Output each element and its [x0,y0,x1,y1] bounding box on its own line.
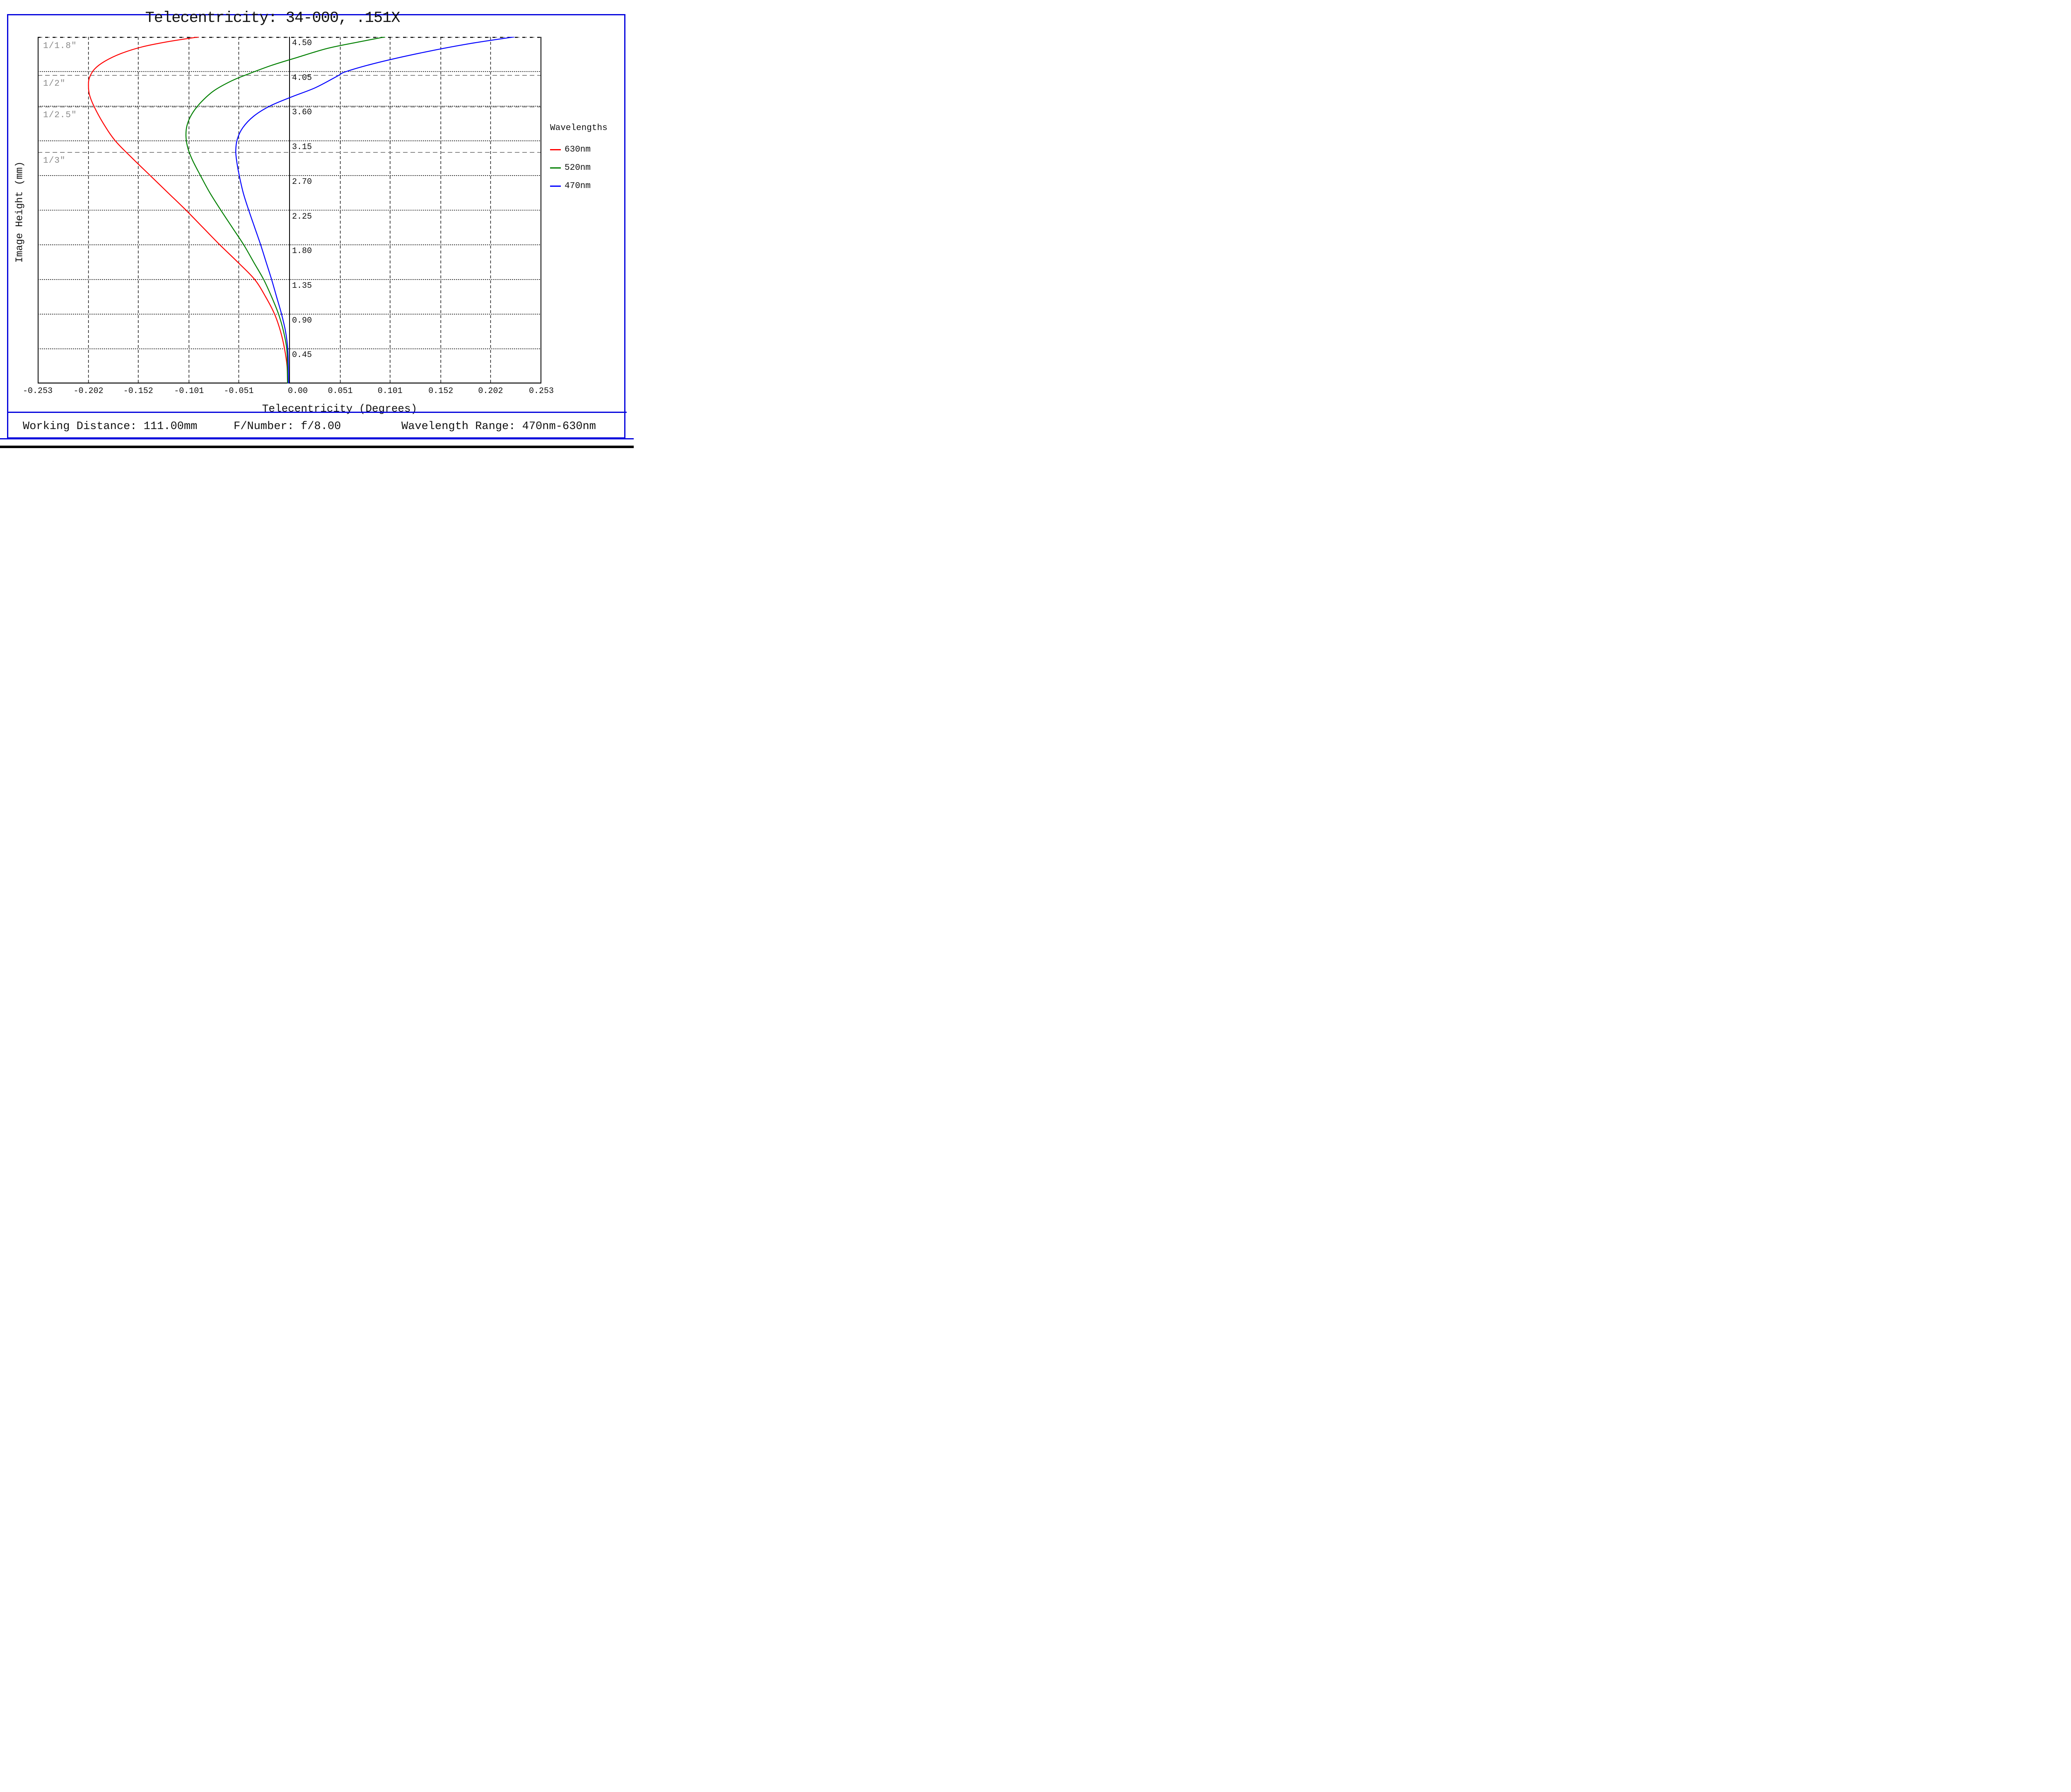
legend-entry-label: 630nm [565,145,591,154]
y-tick-label: 1.80 [292,246,312,256]
telecentricity-plot [38,37,541,383]
legend-entry-630nm: 630nm [550,140,608,159]
x-tick-label: 0.00 [287,386,308,396]
legend-entry-470nm: 470nm [550,177,608,195]
x-tick-label: 0.051 [328,386,353,396]
sensor-format-label: 1/1.8" [43,41,77,51]
footer-bar: Working Distance: 111.00mm F/Number: f/8… [0,420,634,436]
y-tick-label: 0.45 [292,350,312,360]
bottom-blue-line [0,438,634,439]
legend: Wavelengths 630nm 520nm 470nm [550,123,608,195]
sensor-format-label: 1/2.5" [43,111,77,121]
wavelength-range-text: Wavelength Range: 470nm-630nm [401,420,596,433]
x-tick-label: -0.253 [22,386,53,396]
legend-entry-520nm: 520nm [550,159,608,177]
bottom-black-bar [0,446,634,448]
x-tick-label: -0.101 [174,386,204,396]
legend-entry-label: 520nm [565,163,591,173]
y-tick-label: 4.05 [292,73,312,83]
y-tick-label: 4.50 [292,39,312,48]
x-tick-label: 0.152 [428,386,454,396]
y-tick-label: 0.90 [292,316,312,326]
x-tick-label: -0.202 [73,386,104,396]
footer-separator-line [7,412,627,413]
y-tick-label: 3.60 [292,108,312,118]
legend-title: Wavelengths [550,123,608,133]
x-tick-label: 0.101 [377,386,403,396]
plot-frame [7,14,625,439]
sensor-format-label: 1/3" [43,156,66,166]
plot-area: 4.50 4.05 3.60 3.15 2.70 2.25 1.80 1.35 0.90 0.45… [0,0,634,448]
y-axis-title: Image Height (mm) [14,161,26,263]
sensor-format-label: 1/2" [43,79,66,89]
curve-630nm [88,37,288,383]
y-tick-label: 3.15 [292,142,312,152]
y-tick-label: 2.25 [292,212,312,222]
x-tick-label: 0.253 [529,386,554,396]
y-tick-label: 2.70 [292,177,312,187]
x-tick-label: -0.152 [123,386,153,396]
x-tick-label: 0.202 [478,386,503,396]
curve-520nm [185,37,385,383]
legend-entry-label: 470nm [565,181,591,191]
working-distance-text: Working Distance: 111.00mm [23,420,198,433]
legend-line-swatch [550,149,561,150]
chart-title: Telecentricity: 34-000, .151X [145,10,401,27]
f-number-text: F/Number: f/8.00 [234,420,341,433]
legend-line-swatch [550,167,561,169]
legend-line-swatch [550,185,561,187]
y-tick-label: 1.35 [292,281,312,291]
x-axis-title: Telecentricity (Degrees) [262,403,418,415]
x-tick-label: -0.051 [224,386,254,396]
curve-470nm [235,37,515,383]
